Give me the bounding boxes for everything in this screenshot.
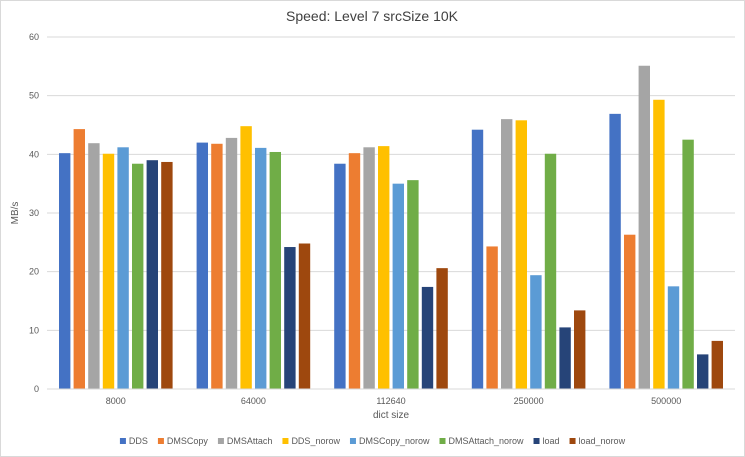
bar-dmsattach-8000 — [88, 143, 100, 389]
x-tick-label: 250000 — [514, 396, 544, 406]
bar-load-112640 — [421, 286, 434, 389]
bar-load-norow-8000 — [161, 161, 173, 389]
bar-load-norow-64000 — [298, 243, 311, 389]
bar-load-norow-112640 — [436, 268, 448, 389]
bar-dmscopy-500000 — [624, 234, 636, 389]
bar-dds-norow-500000 — [653, 99, 665, 390]
x-tick-label: 8000 — [106, 396, 126, 406]
legend-item-dmscopy-norow: DMSCopy_norow — [349, 436, 430, 446]
bar-dds-500000 — [609, 113, 621, 389]
bar-dds-250000 — [471, 129, 484, 389]
y-tick-label: 40 — [29, 149, 39, 159]
legend-label: DMSCopy_norow — [359, 436, 430, 446]
bar-dmscopy-norow-500000 — [667, 286, 680, 389]
legend-swatch — [439, 438, 446, 444]
bar-dmsattach-64000 — [225, 137, 238, 389]
x-axis-ticks: 8000 64000 112640 250000 500000 — [106, 396, 681, 406]
bar-dmscopy-250000 — [486, 246, 498, 389]
legend-swatch — [157, 438, 164, 444]
legend-swatch — [282, 438, 289, 444]
bar-dmscopy-64000 — [211, 143, 223, 389]
y-tick-label: 20 — [29, 267, 39, 277]
chart-title: Speed: Level 7 srcSize 10K — [286, 8, 459, 24]
legend-swatch — [349, 438, 356, 444]
bar-dmsattach-250000 — [501, 119, 513, 389]
bar-dds-norow-8000 — [102, 153, 115, 389]
legend-item-dmscopy: DMSCopy — [157, 436, 209, 446]
bar-dmsattach-norow-8000 — [132, 163, 144, 389]
legend-swatch — [119, 438, 126, 444]
legend-item-dmsattach-norow: DMSAttach_norow — [439, 436, 524, 446]
legend-item-load: load — [533, 436, 560, 446]
legend-item-dds-norow: DDS_norow — [282, 436, 340, 446]
bar-dds-norow-112640 — [378, 146, 390, 389]
bar-dmscopy-norow-112640 — [392, 183, 404, 389]
y-tick-label: 10 — [29, 325, 39, 335]
bar-dmscopy-norow-8000 — [117, 147, 129, 389]
y-axis-title: MB/s — [10, 202, 21, 225]
legend-swatch — [569, 438, 576, 444]
x-tick-label: 500000 — [651, 396, 681, 406]
legend-label: load — [543, 436, 560, 446]
legend-label: DMSCopy — [167, 436, 209, 446]
legend-label: DDS — [129, 436, 148, 446]
x-tick-label: 112640 — [376, 396, 405, 406]
bar-dds-112640 — [334, 163, 346, 389]
legend-swatch — [217, 438, 224, 444]
bar-dds-norow-250000 — [515, 120, 527, 389]
bar-dmsattach-norow-112640 — [407, 180, 419, 389]
bar-dmsattach-112640 — [363, 147, 375, 389]
bar-dds-8000 — [59, 153, 71, 389]
bar-dmsattach-norow-500000 — [682, 139, 694, 389]
bar-dmsattach-norow-64000 — [269, 151, 281, 389]
legend-label: DMSAttach — [227, 436, 273, 446]
bar-load-8000 — [146, 160, 158, 389]
legend: DDS DMSCopy DMSAttach DDS_norow DMSCopy_noro… — [119, 436, 626, 446]
bar-dds-64000 — [196, 142, 208, 389]
y-tick-label: 50 — [29, 91, 39, 101]
bar-dmsattach-norow-250000 — [544, 153, 557, 389]
bar-load-64000 — [284, 247, 296, 389]
legend-label: DDS_norow — [291, 436, 340, 446]
legend-item-dds: DDS — [119, 436, 148, 446]
bars — [59, 65, 723, 390]
legend-item-load-norow: load_norow — [569, 436, 626, 446]
bar-dmscopy-norow-250000 — [530, 275, 542, 389]
x-axis-title: dict size — [373, 410, 410, 421]
bar-dmsattach-500000 — [638, 65, 650, 389]
bar-load-norow-500000 — [711, 340, 723, 389]
bar-dmscopy-112640 — [348, 153, 361, 389]
legend-label: load_norow — [579, 436, 626, 446]
bar-dds-norow-64000 — [240, 126, 252, 389]
y-tick-label: 0 — [34, 384, 39, 394]
legend-label: DMSAttach_norow — [448, 436, 524, 446]
bar-dmscopy-norow-64000 — [255, 147, 267, 389]
y-tick-label: 30 — [29, 208, 39, 218]
y-tick-label: 60 — [29, 32, 39, 42]
bar-dmscopy-8000 — [73, 129, 85, 389]
bar-load-500000 — [697, 354, 709, 389]
x-tick-label: 64000 — [241, 396, 266, 406]
legend-item-dmsattach: DMSAttach — [217, 436, 273, 446]
bar-load-norow-250000 — [574, 310, 586, 389]
y-axis-ticks: 0 10 20 30 40 50 60 — [29, 32, 39, 394]
bar-load-250000 — [559, 327, 571, 389]
legend-swatch — [533, 438, 540, 444]
